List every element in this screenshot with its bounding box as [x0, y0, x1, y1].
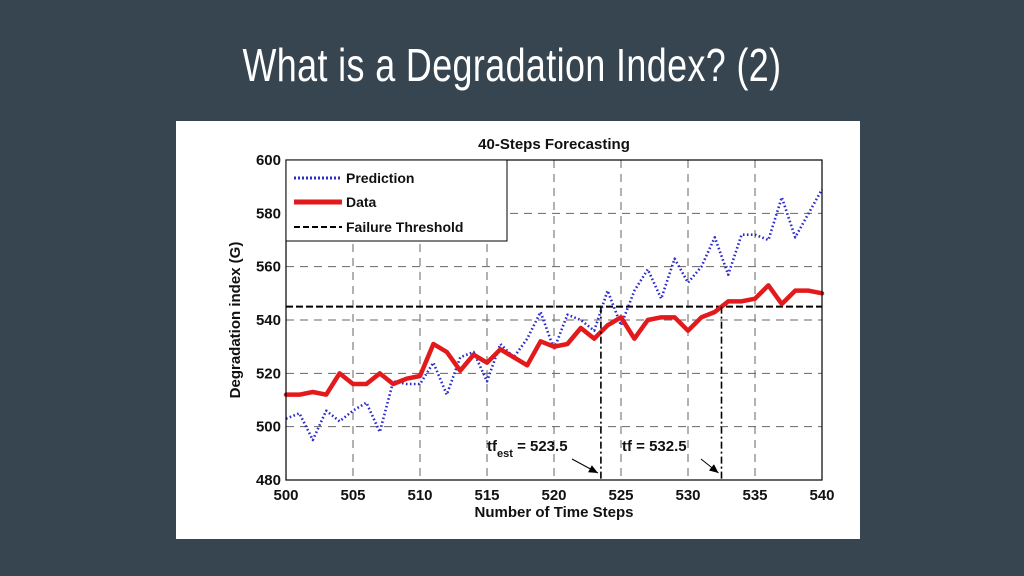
annotations: tfest = 523.5 tf = 532.5 — [487, 306, 723, 480]
x-tick-label: 535 — [742, 487, 767, 504]
x-tick-labels: 500 505 510 515 520 525 530 535 540 — [273, 487, 834, 504]
x-tick-label: 520 — [541, 487, 566, 504]
x-tick-label: 500 — [273, 487, 298, 504]
plot-frame — [285, 159, 823, 481]
y-tick-label: 520 — [256, 365, 281, 382]
chart-title: 40-Steps Forecasting — [478, 136, 630, 153]
y-tick-label: 560 — [256, 259, 281, 276]
y-tick-labels: 480 500 520 540 560 580 600 — [256, 152, 281, 489]
grid — [286, 160, 822, 480]
failure-time-label: tf = 532.5 — [622, 438, 687, 455]
y-tick-label: 580 — [256, 205, 281, 222]
y-tick-label: 600 — [256, 152, 281, 169]
x-tick-label: 525 — [608, 487, 633, 504]
y-tick-label: 500 — [256, 419, 281, 436]
legend: Prediction Data Failure Threshold — [285, 159, 508, 242]
failure-time-label: tfest = 523.5 — [487, 438, 568, 460]
chart-panel: 40-Steps Forecasting 500 505 510 515 520 525 5… — [176, 121, 860, 539]
x-tick-label: 515 — [474, 487, 499, 504]
y-tick-label: 540 — [256, 312, 281, 329]
series-data — [283, 283, 825, 397]
x-axis-label: Number of Time Steps — [475, 504, 634, 521]
chart: 40-Steps Forecasting 500 505 510 515 520 525 5… — [227, 136, 835, 521]
failure-time-label-prefix: tf — [487, 438, 498, 455]
legend-label-threshold: Failure Threshold — [346, 219, 463, 235]
annotation-arrow-head — [588, 465, 598, 473]
y-axis-label: Degradation index (G) — [227, 242, 244, 399]
y-tick-label: 480 — [256, 472, 281, 489]
x-tick-label: 510 — [407, 487, 432, 504]
failure-time-label-value: = 532.5 — [632, 438, 687, 455]
x-tick-label: 530 — [675, 487, 700, 504]
annotation-arrow-head — [708, 464, 719, 473]
legend-label-prediction: Prediction — [346, 170, 414, 186]
x-tick-label: 540 — [809, 487, 834, 504]
legend-label-data: Data — [346, 194, 377, 210]
failure-time-label-value: = 523.5 — [513, 438, 568, 455]
failure-time-label-prefix: tf — [622, 438, 633, 455]
x-tick-label: 505 — [340, 487, 365, 504]
failure-time-label-subscript: est — [497, 448, 513, 460]
series-layer — [283, 188, 825, 442]
slide-title: What is a Degradation Index? (2) — [242, 39, 782, 91]
